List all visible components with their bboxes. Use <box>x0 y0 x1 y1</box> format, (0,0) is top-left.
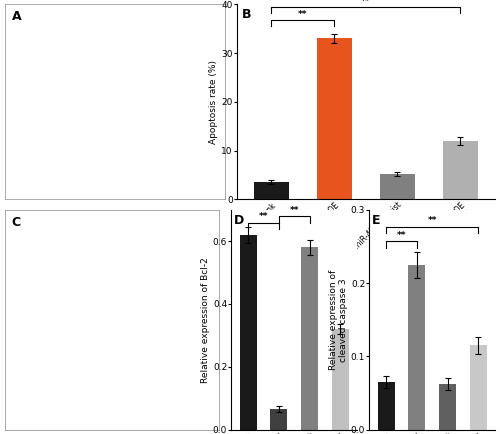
Bar <box>254 182 289 199</box>
Text: **: ** <box>298 10 308 19</box>
Bar <box>317 39 352 199</box>
Y-axis label: Relative expression of
cleaved caspase 3: Relative expression of cleaved caspase 3 <box>328 270 348 370</box>
Bar <box>301 247 318 430</box>
Bar <box>270 409 287 430</box>
Bar <box>378 382 394 430</box>
Text: C: C <box>12 216 20 229</box>
Bar <box>380 174 414 199</box>
Text: D: D <box>234 214 244 227</box>
Bar <box>408 265 426 430</box>
Bar <box>332 329 348 430</box>
Bar <box>443 141 478 199</box>
Y-axis label: Relative expression of Bcl-2: Relative expression of Bcl-2 <box>201 257 210 383</box>
Text: **: ** <box>361 0 370 6</box>
Y-axis label: Apoptosis rate (%): Apoptosis rate (%) <box>210 60 218 144</box>
Text: **: ** <box>397 231 406 240</box>
Text: **: ** <box>259 212 268 221</box>
Text: **: ** <box>290 206 299 215</box>
Text: A: A <box>12 10 21 23</box>
Text: **: ** <box>428 216 437 225</box>
Bar <box>439 384 456 430</box>
Bar <box>240 235 256 430</box>
Bar <box>470 345 486 430</box>
Text: E: E <box>372 214 380 227</box>
Text: B: B <box>242 8 252 21</box>
